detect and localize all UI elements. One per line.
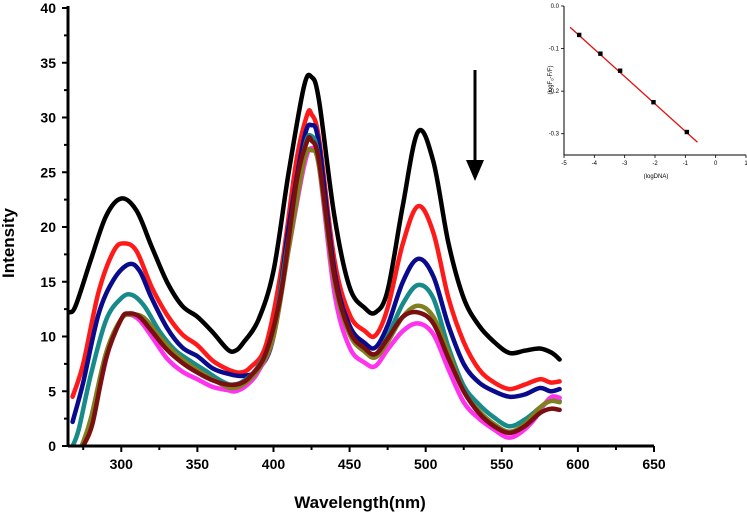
y-tick-label: 15 bbox=[40, 274, 56, 290]
inset-y-tick-label: -0.1 bbox=[549, 47, 560, 53]
x-tick-label: 400 bbox=[262, 456, 286, 472]
x-tick-label: 500 bbox=[414, 456, 438, 472]
inset-data-point bbox=[684, 129, 690, 135]
y-tick-label: 35 bbox=[40, 55, 56, 71]
inset-data-point bbox=[617, 68, 623, 73]
inset-x-tick-label: -5 bbox=[561, 161, 567, 167]
y-tick-label: 40 bbox=[40, 0, 56, 16]
main-plot: 300 350 400 450 500 550 600 6500510152025303540… bbox=[0, 0, 666, 512]
spectrum-line-7 bbox=[80, 134, 562, 446]
inset-x-tick-label: 1 bbox=[744, 161, 747, 167]
inset-data-point bbox=[576, 32, 582, 38]
inset-x-tick-label: -3 bbox=[622, 161, 628, 167]
inset-y-axis-title: (logF0-F/F) bbox=[548, 66, 555, 95]
x-tick-label: 550 bbox=[490, 456, 514, 472]
inset-x-axis-title: (logDNA) bbox=[644, 174, 669, 180]
inset-y-axis-title-rest: -F/F) bbox=[548, 66, 554, 79]
inset-y-tick-label: -0.2 bbox=[549, 89, 560, 95]
inset-y-tick-label: 0.0 bbox=[551, 4, 560, 10]
x-axis-title: Wavelength(nm) bbox=[294, 493, 426, 512]
inset-data-point bbox=[651, 100, 656, 105]
x-tick-label: 450 bbox=[338, 456, 362, 472]
x-tick-label: 600 bbox=[566, 456, 590, 472]
y-tick-label: 30 bbox=[40, 110, 56, 126]
inset-x-tick-label: -1 bbox=[683, 161, 689, 167]
inset-y-tick-label: -0.3 bbox=[549, 132, 560, 138]
inset-fit-line bbox=[569, 26, 698, 143]
inset-x-tick-label: -2 bbox=[652, 161, 658, 167]
inset-x-tick-label: 0 bbox=[714, 161, 718, 167]
y-tick-label: 0 bbox=[48, 438, 56, 454]
y-tick-label: 25 bbox=[40, 164, 56, 180]
inset-y-axis-title-main: (logF bbox=[548, 80, 554, 94]
y-tick-label: 10 bbox=[40, 329, 56, 345]
spectrum-line-3 bbox=[70, 122, 562, 425]
inset-plot: -5 -4 -3 -2 -1 0 1 0.0 -0.1 -0.2 -0.3 (logDNA) (lo… bbox=[548, 4, 747, 180]
spectrum-line-1 bbox=[68, 72, 562, 362]
x-tick-label: 650 bbox=[642, 456, 666, 472]
x-tick-label: 350 bbox=[186, 456, 210, 472]
down-arrow-head bbox=[466, 160, 484, 181]
main-ticks: 300 350 400 450 500 550 600 650 0 5 10 15 20 25 30 35 40 bbox=[40, 0, 665, 472]
inset-data-point bbox=[598, 51, 603, 56]
y-axis-title: Intensity bbox=[0, 208, 18, 278]
inset-fit-line-group bbox=[569, 26, 698, 143]
inset-points bbox=[576, 32, 690, 135]
y-tick-label: 5 bbox=[48, 383, 56, 399]
spectrum-line-2 bbox=[70, 108, 562, 399]
y-tick-label: 20 bbox=[40, 219, 56, 235]
spectra-curves bbox=[68, 72, 562, 446]
inset-x-tick-label: -4 bbox=[592, 161, 598, 167]
inset-y-axis-title-sub: 0 bbox=[550, 78, 555, 81]
inset-ticks: -5 -4 -3 -2 -1 0 1 0.0 -0.1 -0.2 -0.3 bbox=[549, 4, 747, 167]
x-tick-label: 300 bbox=[110, 456, 134, 472]
down-arrow-annotation bbox=[466, 70, 484, 181]
